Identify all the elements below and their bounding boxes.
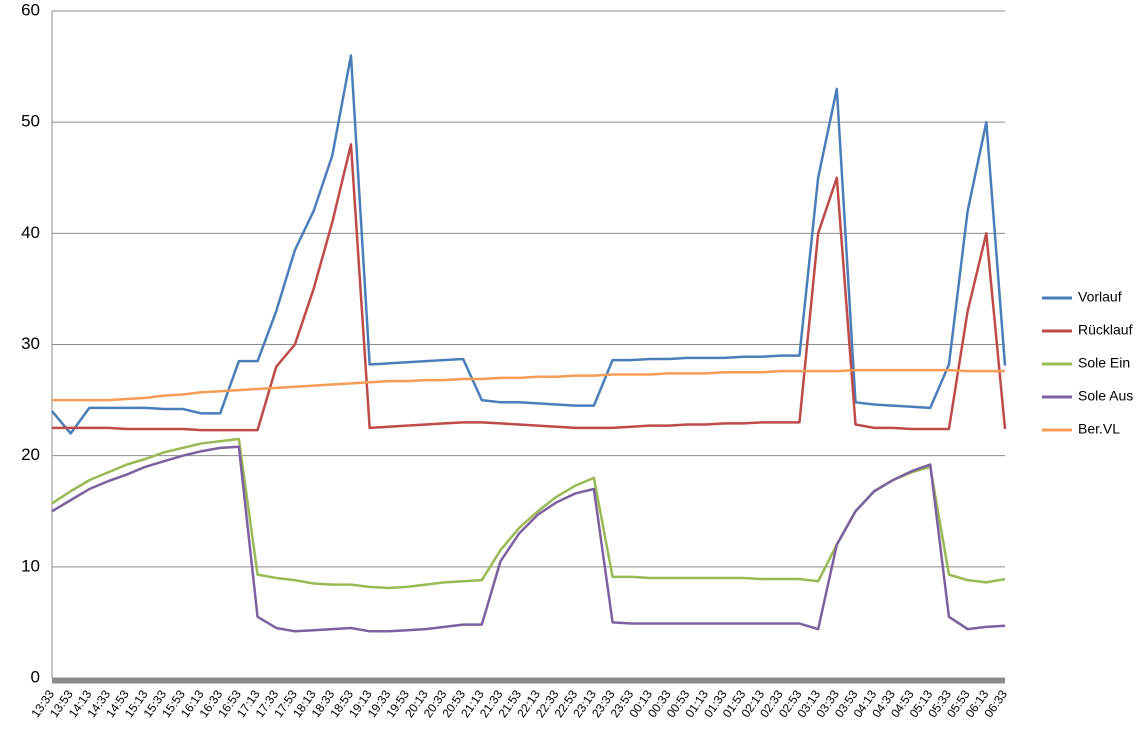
y-tick-label: 20 [21, 445, 40, 464]
legend-label: Rücklauf [1078, 322, 1133, 338]
line-series [51, 54, 1007, 435]
line-series [52, 368, 1005, 402]
legend-label: Sole Aus [1078, 388, 1133, 404]
legend-label: Sole Ein [1078, 355, 1130, 371]
line-series [51, 445, 1006, 633]
line-series [51, 437, 1006, 590]
y-tick-label: 40 [21, 223, 40, 242]
legend-label: Ber.VL [1078, 421, 1120, 437]
line-series [52, 143, 1007, 432]
y-tick-label: 0 [31, 667, 40, 686]
y-tick-label: 30 [21, 334, 40, 353]
y-tick-label: 50 [21, 112, 40, 131]
y-tick-label: 60 [21, 0, 40, 19]
y-tick-label: 10 [21, 556, 40, 575]
legend-label: Vorlauf [1078, 289, 1122, 305]
